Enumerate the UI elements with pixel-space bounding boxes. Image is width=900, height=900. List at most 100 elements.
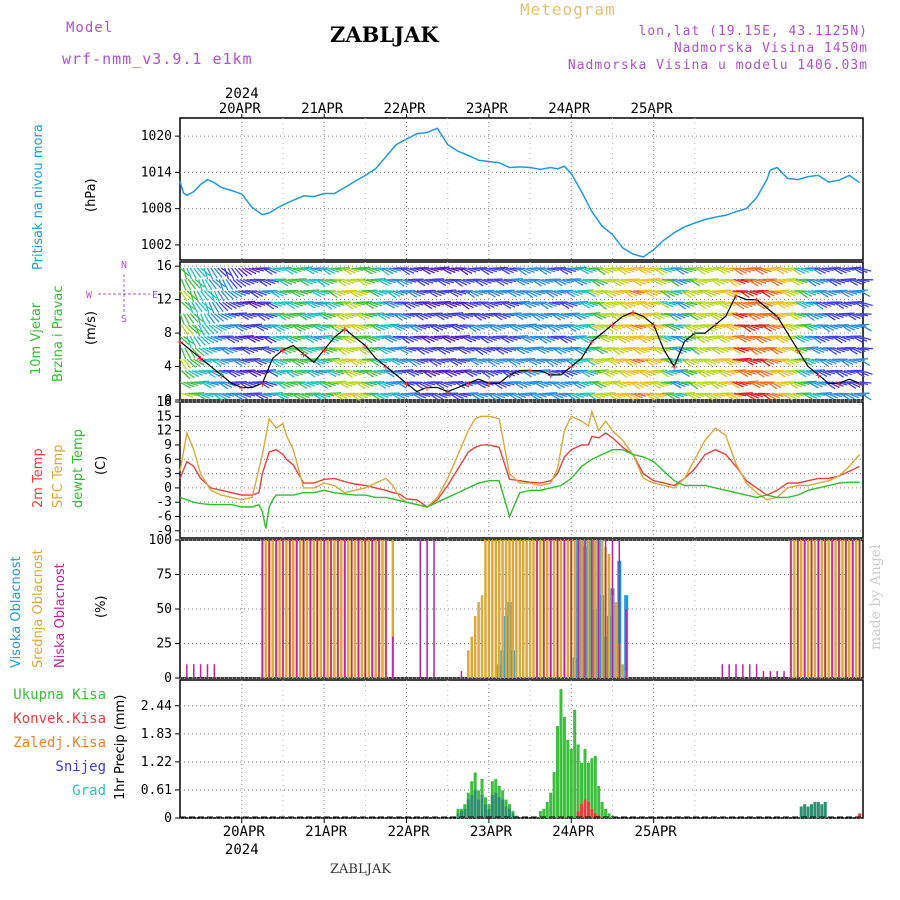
wind-arrow: [269, 335, 281, 342]
wind-arrow: [637, 278, 650, 284]
wind-arrow: [708, 290, 721, 295]
wind-arrow: [365, 267, 377, 274]
wind-arrow: [380, 300, 393, 303]
wind-arrow: [303, 312, 316, 318]
wind-arrow: [519, 381, 532, 387]
wind-unit: (m/s): [84, 311, 99, 345]
wind-arrow: [551, 347, 563, 356]
wind-arrow: [334, 267, 347, 270]
wind-arrow: [766, 313, 778, 321]
wind-arrow: [534, 392, 547, 398]
wind-arrow: [272, 358, 284, 366]
wind-arrow: [224, 381, 237, 387]
precip-bar: [559, 689, 563, 818]
wind-arrow: [294, 301, 307, 306]
wind-arrow: [728, 358, 741, 364]
wind-arrow: [303, 335, 315, 344]
wind-arrow: [203, 335, 215, 344]
wind-arrow: [605, 267, 618, 272]
wind-arrow: [569, 278, 582, 281]
wind-arrow: [704, 358, 717, 366]
wind-arrow: [704, 335, 718, 340]
cloud-bar: [735, 664, 737, 678]
wind-arrow: [860, 301, 873, 307]
wind-arrow: [632, 313, 645, 320]
wind-arrow: [766, 358, 779, 364]
wind-arrow: [814, 267, 826, 274]
wind-ytick-label: 0: [164, 393, 172, 408]
wind-arrow: [753, 290, 766, 293]
wind-arrow: [327, 381, 340, 385]
wind-arrow: [481, 335, 493, 343]
wind-arrow: [804, 313, 815, 322]
wind-arrow: [771, 278, 784, 285]
wind-arrow: [208, 301, 215, 314]
cloud-bar: [851, 540, 854, 678]
wind-arrow: [673, 267, 685, 276]
wind-arrow: [641, 347, 654, 351]
wind-arrow: [340, 335, 352, 344]
wind-arrow: [807, 381, 819, 389]
wind-arrow: [218, 347, 230, 355]
wind-arrow: [306, 267, 319, 274]
wind-arrow: [337, 358, 350, 363]
wind-arrow: [857, 278, 870, 282]
wind-arrow: [702, 392, 714, 401]
wind-arrow: [490, 392, 502, 400]
wind-arrow: [708, 313, 720, 321]
wind-arrow: [479, 347, 492, 353]
wind-arrow: [673, 312, 686, 319]
wind-arrow: [826, 347, 838, 356]
top-day-label: 23APR: [466, 101, 509, 117]
wind-arrow: [538, 392, 551, 397]
wind-arrow: [787, 381, 799, 389]
wind-arrow: [828, 358, 841, 363]
wind-arrow: [241, 267, 252, 276]
wind-arrow: [488, 290, 501, 297]
wind-arrow: [850, 347, 862, 354]
wind-arrow: [656, 312, 669, 318]
wind-gust-mark: +: [856, 377, 863, 390]
wind-arrow: [230, 267, 239, 279]
cloud-bar: [515, 540, 518, 678]
wind-arrow: [424, 301, 437, 308]
wind-arrow: [846, 347, 858, 355]
wind-arrow: [206, 313, 216, 324]
wind-gust-mark: +: [630, 306, 637, 319]
wind-arrow: [342, 370, 353, 379]
wind-arrow: [534, 278, 546, 286]
wind-arrow: [665, 324, 677, 332]
wind-arrow: [201, 324, 210, 336]
wind-arrow: [623, 324, 635, 333]
wind-arrow: [323, 381, 336, 387]
cloud-bar: [367, 540, 371, 678]
temperature-ytick-label: 18: [156, 395, 172, 410]
wind-arrow: [814, 312, 827, 318]
wind-arrow: [804, 358, 816, 365]
cloud-bar: [817, 540, 820, 678]
wind-arrow: [665, 369, 678, 375]
wind-arrow: [517, 347, 530, 354]
wind-arrow: [452, 392, 464, 400]
wind-arrow: [431, 301, 444, 306]
wind-arrow: [701, 290, 713, 298]
wind-arrow: [642, 358, 654, 367]
wind-arrow: [205, 347, 217, 353]
wind-arrow: [219, 392, 231, 399]
wind-arrow: [756, 381, 769, 386]
wind-arrow: [376, 278, 388, 286]
wind-arrow: [327, 290, 338, 299]
wind-arrow: [622, 290, 634, 298]
wind-arrow: [698, 312, 711, 317]
wind-arrow: [831, 312, 844, 319]
wind-arrow: [186, 313, 195, 324]
wind-arrow: [315, 324, 327, 331]
wind-arrow: [548, 324, 560, 331]
wind-arrow: [315, 346, 328, 349]
wind-arrow: [217, 335, 230, 339]
wind-arrow: [179, 358, 188, 370]
wind-arrow: [677, 381, 690, 386]
wind-arrow: [629, 381, 640, 390]
wind-arrow: [842, 290, 854, 297]
wind-arrow: [637, 347, 650, 353]
